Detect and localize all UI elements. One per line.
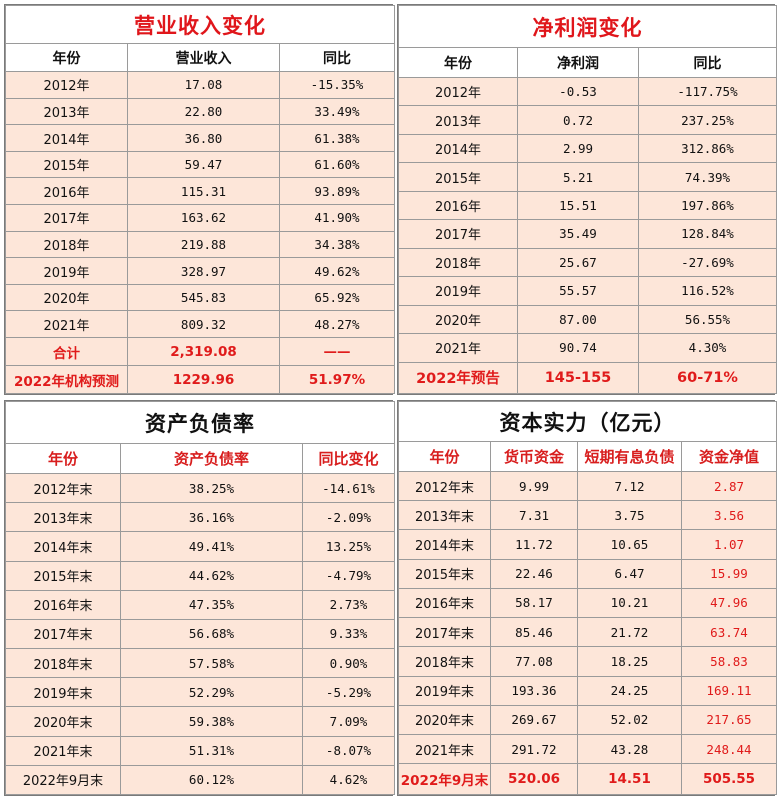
table-row: 2015年 59.47 61.60% bbox=[5, 150, 396, 179]
table-row: 2012年末 9.99 7.12 2.87 bbox=[398, 470, 777, 502]
table-row: 2015年 5.21 74.39% bbox=[398, 162, 777, 192]
revenue-header-yoy: 同比 bbox=[278, 43, 396, 72]
table-row: 2014年末 49.41% 13.25% bbox=[5, 531, 395, 562]
table-row: 2019年 55.57 116.52% bbox=[398, 276, 777, 306]
table-row: 2012年末 38.25% -14.61% bbox=[5, 472, 395, 504]
table-row: 2018年 219.88 34.38% bbox=[5, 230, 396, 259]
summary-row: 合计 2,319.08 —— bbox=[5, 337, 396, 367]
table-row: 2017年 163.62 41.90% bbox=[5, 204, 396, 232]
table-row: 2021年 809.32 48.27% bbox=[5, 310, 396, 339]
capital-title: 资本实力（亿元） bbox=[398, 401, 777, 442]
table-row: 2014年末 11.72 10.65 1.07 bbox=[398, 529, 777, 560]
capital-header-year: 年份 bbox=[398, 441, 491, 472]
table-row: 2021年末 291.72 43.28 248.44 bbox=[398, 733, 777, 765]
revenue-table: 营业收入变化 年份 营业收入 同比 2012年 17.08 -15.35% 2013… bbox=[4, 5, 396, 394]
debt-ratio-header-value: 资产负债率 bbox=[120, 443, 303, 474]
table-row: 2016年末 47.35% 2.73% bbox=[5, 589, 395, 620]
table-row: 2017年 35.49 128.84% bbox=[398, 219, 777, 249]
table-row: 2014年 2.99 312.86% bbox=[398, 133, 777, 164]
capital-header-debt: 短期有息负债 bbox=[577, 441, 682, 472]
forecast-row: 2022年机构预测 1229.96 51.97% bbox=[5, 365, 396, 394]
table-row: 2013年末 7.31 3.75 3.56 bbox=[398, 500, 777, 531]
revenue-header-year: 年份 bbox=[5, 43, 128, 72]
debt-ratio-header-year: 年份 bbox=[5, 443, 121, 474]
debt-ratio-header-change: 同比变化 bbox=[302, 443, 395, 474]
table-row: 2019年末 52.29% -5.29% bbox=[5, 677, 395, 708]
capital-header-cash: 货币资金 bbox=[490, 441, 578, 472]
table-row: 2015年末 44.62% -4.79% bbox=[5, 560, 395, 591]
table-row: 2012年 17.08 -15.35% bbox=[5, 71, 396, 99]
table-row: 2020年末 269.67 52.02 217.65 bbox=[398, 704, 777, 735]
table-row: 2021年 90.74 4.30% bbox=[398, 333, 777, 363]
net-profit-panel: 净利润变化 年份 净利润 同比 2012年 -0.53 -117.75% 2013年… bbox=[397, 4, 777, 395]
capital-table: 资本实力（亿元） 年份 货币资金 短期有息负债 资金净值 2012年末 9.99 7… bbox=[398, 401, 777, 795]
debt-ratio-title: 资产负债率 bbox=[5, 401, 395, 444]
table-row: 2014年 36.80 61.38% bbox=[5, 124, 396, 152]
debt-ratio-panel: 资产负债率 年份 资产负债率 同比变化 2012年末 38.25% -14.61% … bbox=[4, 400, 395, 796]
table-row: 2021年末 51.31% -8.07% bbox=[5, 735, 395, 766]
table-row: 2013年末 36.16% -2.09% bbox=[5, 502, 395, 533]
table-row: 2016年末 58.17 10.21 47.96 bbox=[398, 587, 777, 619]
table-row: 2018年 25.67 -27.69% bbox=[398, 247, 777, 278]
table-row: 2020年 87.00 56.55% bbox=[398, 304, 777, 335]
net-profit-header-value: 净利润 bbox=[517, 47, 639, 78]
net-profit-header-year: 年份 bbox=[398, 47, 518, 78]
revenue-header-row: 年份 营业收入 同比 bbox=[5, 43, 396, 72]
debt-ratio-table: 资产负债率 年份 资产负债率 同比变化 2012年末 38.25% -14.61% … bbox=[5, 401, 395, 796]
revenue-header-value: 营业收入 bbox=[127, 43, 280, 72]
revenue-title: 营业收入变化 bbox=[4, 5, 396, 44]
table-row: 2018年末 77.08 18.25 58.83 bbox=[398, 646, 777, 677]
capital-header-row: 年份 货币资金 短期有息负债 资金净值 bbox=[398, 441, 777, 472]
net-profit-header-yoy: 同比 bbox=[638, 47, 777, 78]
table-row: 2019年末 193.36 24.25 169.11 bbox=[398, 675, 777, 706]
table-row: 2016年 15.51 197.86% bbox=[398, 190, 777, 221]
table-row: 2017年末 56.68% 9.33% bbox=[5, 618, 395, 650]
table-row: 2022年9月末 60.12% 4.62% bbox=[5, 764, 395, 796]
forecast-row: 2022年预告 145-155 60-71% bbox=[398, 361, 777, 395]
net-profit-header-row: 年份 净利润 同比 bbox=[398, 47, 777, 78]
table-row: 2020年 545.83 65.92% bbox=[5, 283, 396, 312]
table-row: 2017年末 85.46 21.72 63.74 bbox=[398, 617, 777, 648]
table-row: 2013年 22.80 33.49% bbox=[5, 97, 396, 126]
table-row: 2019年 328.97 49.62% bbox=[5, 257, 396, 285]
summary-row: 2022年9月末 520.06 14.51 505.55 bbox=[398, 763, 777, 795]
table-row: 2013年 0.72 237.25% bbox=[398, 105, 777, 135]
net-profit-title: 净利润变化 bbox=[398, 5, 777, 48]
net-profit-table: 净利润变化 年份 净利润 同比 2012年 -0.53 -117.75% 2013年… bbox=[398, 5, 777, 395]
table-row: 2012年 -0.53 -117.75% bbox=[398, 76, 777, 107]
table-row: 2015年末 22.46 6.47 15.99 bbox=[398, 558, 777, 589]
table-row: 2020年末 59.38% 7.09% bbox=[5, 706, 395, 737]
capital-panel: 资本实力（亿元） 年份 货币资金 短期有息负债 资金净值 2012年末 9.99 7… bbox=[397, 400, 777, 796]
debt-ratio-header-row: 年份 资产负债率 同比变化 bbox=[5, 443, 395, 474]
table-row: 2016年 115.31 93.89% bbox=[5, 177, 396, 206]
revenue-panel: 营业收入变化 年份 营业收入 同比 2012年 17.08 -15.35% 2013… bbox=[4, 4, 396, 395]
table-row: 2018年末 57.58% 0.90% bbox=[5, 648, 395, 679]
capital-header-net: 资金净值 bbox=[681, 441, 777, 472]
